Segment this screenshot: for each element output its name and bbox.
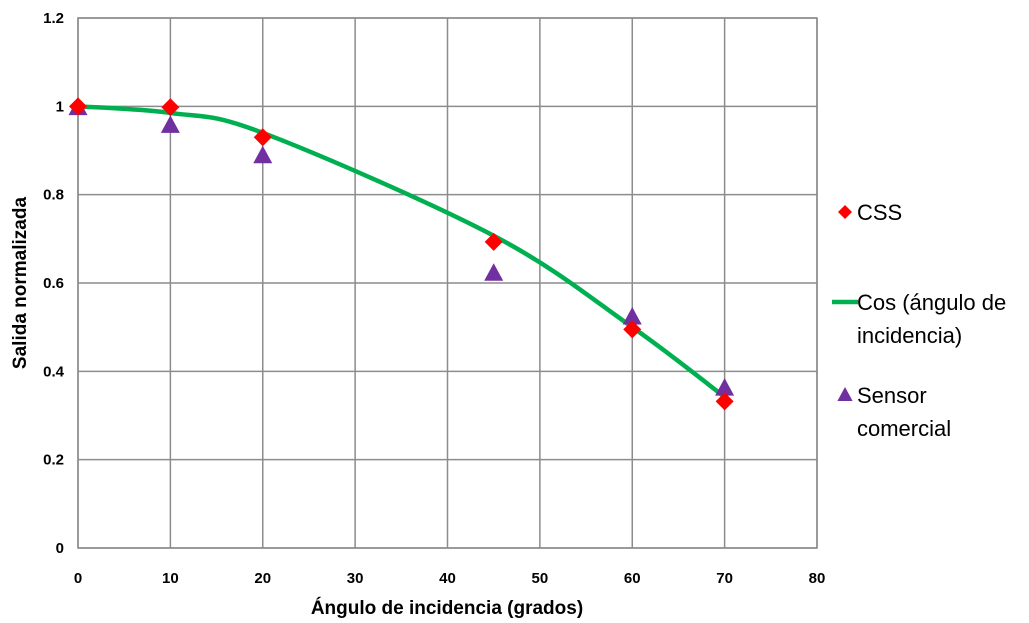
y-tick-label: 0.8 (43, 187, 64, 204)
legend-swatch-css (838, 205, 852, 219)
plot-border (77, 17, 818, 549)
x-tick-label: 0 (74, 570, 82, 587)
legend-label-css: CSS (857, 200, 902, 225)
y-axis-title: Salida normalizada (10, 197, 31, 370)
x-axis-title: Ángulo de incidencia (grados) (311, 597, 583, 619)
legend: CSS Cos (ángulo de incidencia) Sensor comerc… (832, 200, 1006, 441)
y-tick-label: 1 (56, 98, 64, 115)
legend-label-cos-ngulo-de-incidencia: incidencia) (857, 323, 962, 348)
point-css (161, 98, 180, 117)
x-axis-ticks: 0 10 20 30 40 50 60 70 80 (74, 570, 826, 587)
y-tick-label: 0.2 (43, 452, 64, 469)
x-tick-label: 30 (347, 570, 364, 587)
point-css (253, 128, 272, 147)
x-tick-label: 10 (162, 570, 179, 587)
point-sensor-comercial (160, 115, 180, 133)
y-tick-label: 1.2 (43, 10, 64, 27)
legend-swatch-sensor-comercial (837, 387, 853, 401)
legend-item-css: CSS (838, 200, 902, 225)
y-tick-label: 0.4 (43, 363, 65, 380)
x-tick-label: 50 (532, 570, 549, 587)
x-tick-label: 80 (809, 570, 826, 587)
plot-area (68, 97, 735, 411)
point-sensor-comercial (622, 307, 642, 325)
point-css (623, 320, 642, 339)
point-css (484, 232, 503, 251)
legend-item-sensor-comercial: Sensor comercial (837, 383, 951, 441)
point-css (69, 97, 87, 116)
x-tick-label: 60 (624, 570, 641, 587)
point-sensor-comercial (715, 378, 735, 396)
x-tick-label: 40 (439, 570, 456, 587)
series-line-cos-ngulo-de-incidencia (75, 104, 727, 400)
y-axis-ticks: 0 0.2 0.4 0.6 0.8 1 1.2 (43, 10, 65, 557)
y-tick-label: 0.6 (43, 275, 64, 292)
legend-label-sensor-comercial: comercial (857, 416, 951, 441)
y-tick-label: 0 (56, 540, 64, 557)
point-sensor-comercial (484, 263, 504, 281)
x-tick-label: 20 (254, 570, 271, 587)
legend-item-cos-ngulo-de-incidencia: Cos (ángulo de incidencia) (832, 290, 1006, 348)
legend-label-sensor-comercial: Sensor (857, 383, 927, 408)
point-sensor-comercial (253, 145, 273, 164)
grid (77, 17, 818, 549)
legend-label-cos-ngulo-de-incidencia: Cos (ángulo de (857, 290, 1006, 315)
x-tick-label: 70 (716, 570, 733, 587)
point-css (715, 392, 734, 411)
